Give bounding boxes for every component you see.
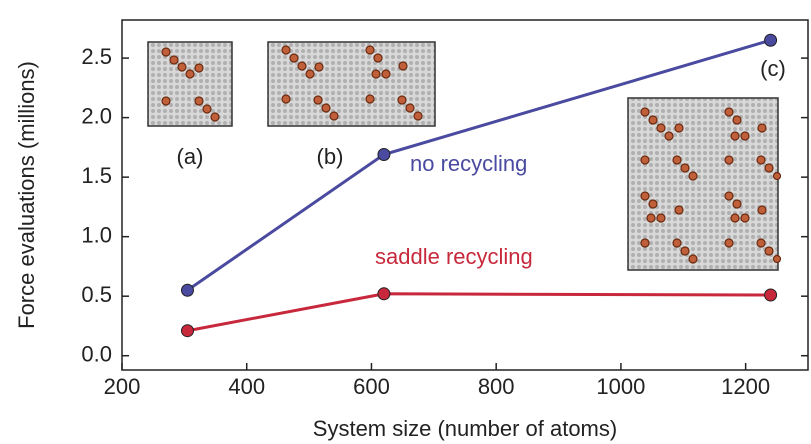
data-point (180, 324, 194, 338)
x-tick-label: 1000 (596, 374, 645, 399)
series-label: saddle recycling (375, 244, 533, 269)
data-point (764, 33, 778, 47)
annotation: (c) (760, 56, 786, 81)
annotation: (b) (317, 144, 344, 169)
annotation: (a) (177, 144, 204, 169)
series-label: no recycling (410, 151, 527, 176)
data-point (764, 288, 778, 302)
x-tick-label: 400 (228, 374, 265, 399)
series-line (187, 292, 771, 333)
data-point (377, 287, 391, 301)
x-axis-label: System size (number of atoms) (313, 416, 617, 441)
y-tick-label: 1.0 (81, 222, 112, 247)
x-tick-label: 200 (104, 374, 141, 399)
inset-b (267, 41, 436, 127)
x-tick-label: 600 (353, 374, 390, 399)
plot-frame (121, 19, 809, 371)
y-axis-label: Force evaluations (millions) (14, 61, 39, 329)
x-tick-label: 800 (478, 374, 515, 399)
y-tick-label: 2.5 (81, 44, 112, 69)
y-tick-label: 1.5 (81, 163, 112, 188)
inset-c (627, 97, 782, 271)
y-tick-label: 0.5 (81, 282, 112, 307)
inset-a (147, 41, 233, 127)
data-point (377, 148, 391, 162)
y-tick-label: 0.0 (81, 342, 112, 367)
y-tick-label: 2.0 (81, 103, 112, 128)
data-point (180, 283, 194, 297)
x-tick-label: 1200 (721, 374, 770, 399)
